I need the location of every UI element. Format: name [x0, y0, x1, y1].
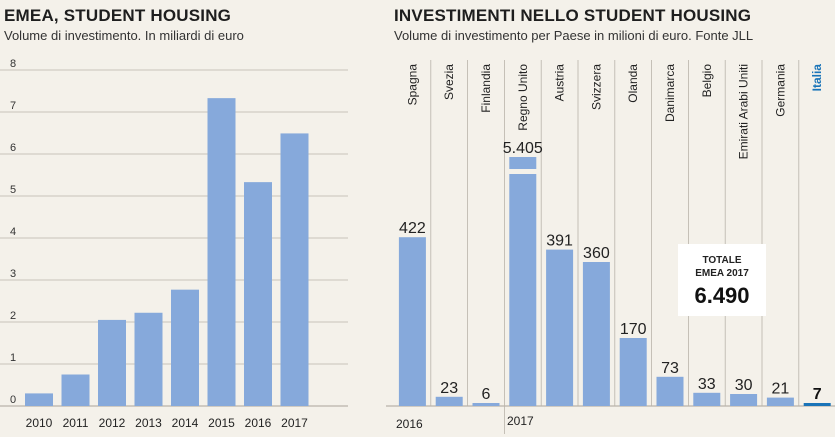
x-tick-label: 2016	[245, 416, 272, 430]
bar	[171, 289, 199, 406]
value-label: 360	[583, 245, 610, 262]
y-tick-label: 6	[10, 142, 16, 154]
bar	[803, 403, 831, 406]
category-label: Svizzera	[589, 64, 603, 110]
y-tick-label: 0	[10, 394, 16, 406]
bar	[244, 182, 272, 406]
value-label: 391	[546, 233, 573, 250]
annual-volume-panel: EMEA, STUDENT HOUSING Volume di investim…	[0, 0, 360, 437]
right-chart-title: INVESTIMENTI NELLO STUDENT HOUSING	[394, 6, 752, 25]
bar-segment	[509, 174, 537, 406]
category-label: Regno Unito	[516, 64, 530, 131]
bar	[546, 249, 574, 406]
country-volume-chart: 422 Spagna 23 Svezia 6 Finlandia 5.405 Regno Un…	[386, 60, 835, 434]
x-tick-label: 2010	[26, 416, 53, 430]
category-label: Finlandia	[479, 64, 493, 113]
x-tick-label: 2015	[208, 416, 235, 430]
bar-break-top	[509, 157, 537, 169]
bar	[98, 319, 126, 406]
y-tick-label: 7	[10, 100, 16, 112]
y-tick-label: 8	[10, 58, 16, 70]
y-tick-label: 2	[10, 310, 16, 322]
bar	[134, 312, 163, 406]
x-tick-label: 2017	[281, 416, 308, 430]
bar	[398, 237, 426, 406]
category-label: Spagna	[405, 64, 419, 106]
x-tick-label: 2014	[172, 416, 199, 430]
x-tick-label: 2013	[135, 416, 162, 430]
y-tick-label: 4	[10, 226, 16, 238]
value-label: 21	[772, 381, 790, 398]
category-label: Germania	[773, 64, 787, 117]
category-label: Belgio	[700, 64, 714, 98]
total-box: TOTALE EMEA 2017 6.490	[678, 244, 766, 316]
value-label: 5.405	[503, 140, 543, 157]
value-label: 30	[735, 377, 753, 394]
annual-volume-chart: 0 1 2 3 4 5 6 7 8 2010 2011 2012 2013 2014 2015 2016 201…	[0, 58, 348, 430]
value-label: 73	[661, 360, 679, 377]
y-tick-label: 3	[10, 268, 16, 280]
category-label: Svezia	[442, 64, 456, 100]
bar	[472, 403, 500, 406]
category-label: Danimarca	[663, 64, 677, 122]
value-label: 170	[620, 321, 647, 338]
total-value: 6.490	[694, 283, 750, 308]
value-label: 7	[813, 386, 822, 403]
left-chart-title: EMEA, STUDENT HOUSING	[4, 6, 232, 25]
bar	[656, 376, 684, 406]
bar	[280, 133, 309, 407]
value-label: 33	[698, 376, 716, 393]
bar	[435, 396, 463, 406]
country-volume-panel: INVESTIMENTI NELLO STUDENT HOUSING Volum…	[386, 0, 835, 437]
x-tick-label: 2012	[99, 416, 126, 430]
value-label: 23	[440, 380, 458, 397]
bar	[693, 392, 721, 406]
total-label-line-2: EMEA 2017	[695, 268, 749, 279]
bar	[25, 393, 53, 406]
y-tick-label: 5	[10, 184, 16, 196]
category-label: Italia	[810, 64, 824, 92]
y-tick-label: 1	[10, 352, 16, 364]
value-label: 422	[399, 220, 426, 237]
bar	[730, 394, 758, 406]
bar	[619, 338, 647, 406]
value-label: 6	[482, 386, 491, 403]
bar	[766, 397, 794, 406]
category-label: Austria	[553, 64, 567, 102]
x-tick-label: 2011	[63, 416, 89, 430]
category-label: Emirati Arabi Uniti	[737, 64, 751, 159]
bar	[582, 262, 610, 406]
left-chart-subtitle: Volume di investimento. In miliardi di e…	[4, 28, 244, 43]
total-label-line-1: TOTALE	[702, 255, 742, 266]
bar	[61, 374, 90, 406]
bar	[207, 98, 236, 406]
total-label: TOTALE EMEA 2017	[678, 254, 766, 280]
year-label-2017: 2017	[507, 414, 534, 428]
category-label: Olanda	[626, 64, 640, 103]
right-chart-subtitle: Volume di investimento per Paese in mili…	[394, 28, 754, 43]
year-label-2016: 2016	[396, 417, 423, 431]
